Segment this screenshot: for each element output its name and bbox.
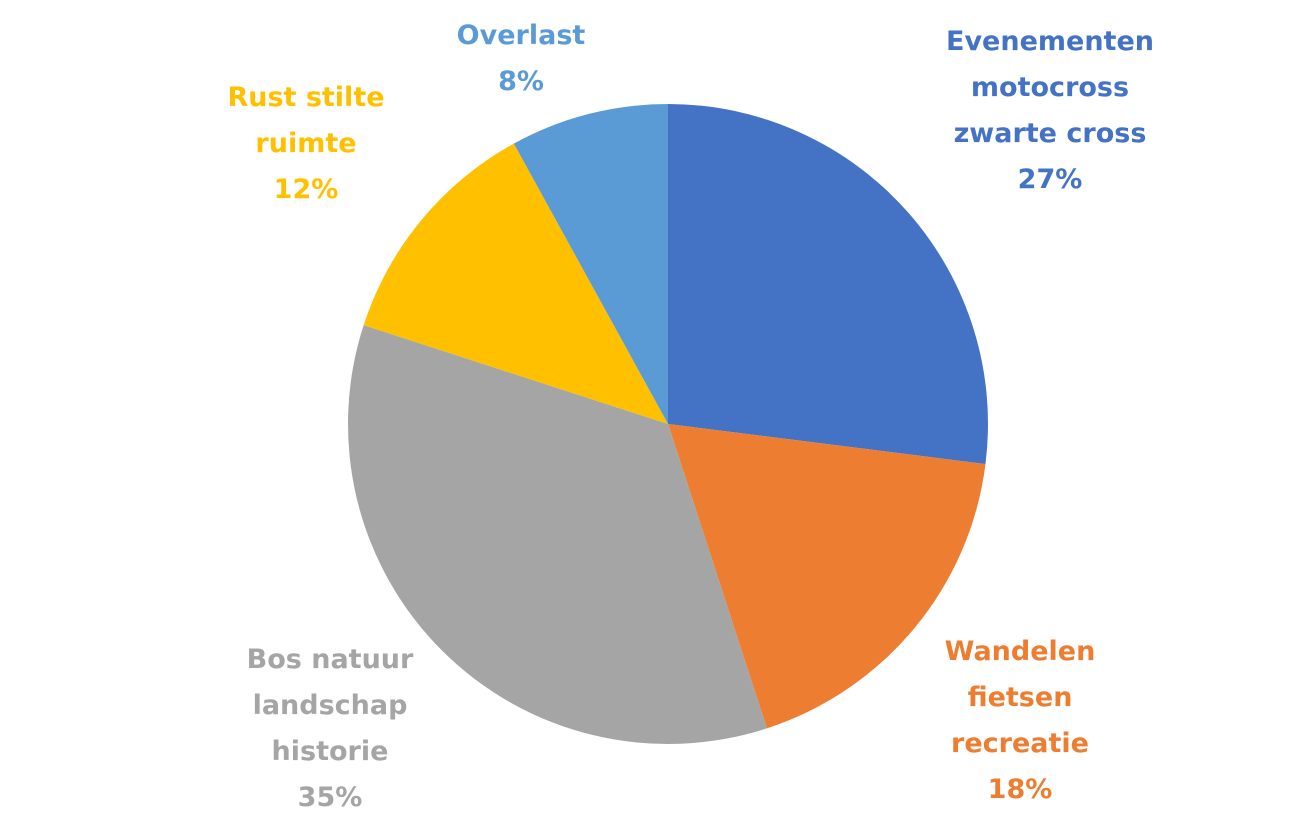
pie-labels: Evenementen motocross zwarte cross 27% Wande… [227,20,1154,813]
data-label-line: Bos natuur [247,644,414,675]
data-label-line: Rust stilte [227,82,384,113]
pie-slice-evenementen [668,104,989,465]
data-label-percent: 35% [298,782,363,813]
data-label-line: Wandelen [945,636,1096,667]
data-label-bos-natuur: Bos natuur landschap historie 35% [247,644,414,813]
pie-slice-bos-natuur [347,325,767,745]
pie-slices [347,104,989,745]
data-label-line: ruimte [255,128,356,159]
pie-slice-overlast [513,104,668,424]
data-label-percent: 12% [274,174,339,205]
data-label-evenementen: Evenementen motocross zwarte cross 27% [946,26,1154,195]
data-label-rust-stilte: Rust stilte ruimte 12% [227,82,384,205]
pie-slice-wandelen [668,424,986,729]
data-label-line: landschap [253,690,408,721]
data-label-wandelen: Wandelen fietsen recreatie 18% [945,636,1096,805]
data-label-line: Overlast [457,20,586,51]
data-label-percent: 27% [1018,164,1083,195]
data-label-percent: 8% [498,66,544,97]
data-label-percent: 18% [988,774,1053,805]
pie-slice-rust-stilte [363,143,668,424]
data-label-line: historie [272,736,389,767]
data-label-line: fietsen [968,682,1073,713]
data-label-overlast: Overlast 8% [457,20,586,97]
data-label-line: zwarte cross [954,118,1147,149]
data-label-line: motocross [971,72,1129,103]
data-label-line: Evenementen [946,26,1154,57]
data-label-line: recreatie [951,728,1089,759]
